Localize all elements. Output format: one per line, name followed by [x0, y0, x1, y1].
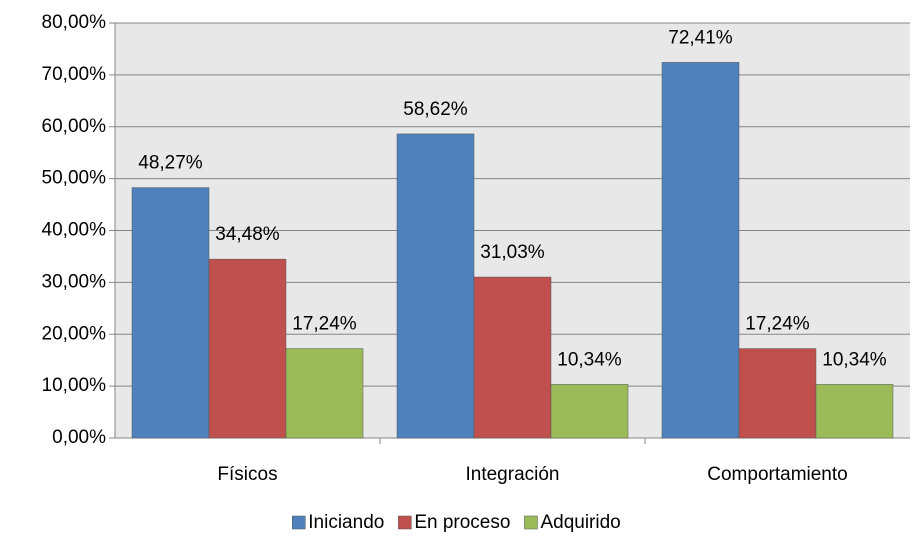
y-tick-label: 20,00% — [42, 323, 107, 344]
y-tick-label: 10,00% — [42, 375, 107, 396]
bar — [285, 348, 364, 439]
x-tick-label: Comportamiento — [707, 464, 847, 485]
legend-label: Iniciando — [308, 512, 384, 533]
bar — [131, 187, 210, 439]
bar — [550, 384, 629, 439]
bar — [473, 276, 552, 439]
data-label: 58,62% — [403, 99, 468, 120]
y-tick-label: 0,00% — [52, 427, 106, 448]
bar — [396, 133, 475, 439]
y-tick-label: 30,00% — [42, 271, 107, 292]
legend-label: En proceso — [414, 512, 510, 533]
bar — [661, 62, 740, 439]
data-label: 10,34% — [822, 349, 887, 370]
y-tick-label: 80,00% — [42, 12, 107, 33]
y-tick-label: 70,00% — [42, 64, 107, 85]
legend-swatch — [524, 515, 538, 530]
data-label: 48,27% — [138, 153, 203, 174]
legend-swatch — [292, 515, 306, 530]
y-tick-label: 60,00% — [42, 116, 107, 137]
y-tick-label: 50,00% — [42, 168, 107, 189]
data-label: 31,03% — [480, 242, 545, 263]
bar — [738, 348, 817, 439]
data-label: 72,41% — [668, 27, 733, 48]
data-label: 17,24% — [745, 314, 810, 335]
bar — [815, 384, 894, 439]
data-label: 17,24% — [292, 314, 357, 335]
x-tick-label: Integración — [465, 464, 559, 485]
data-label: 10,34% — [557, 349, 622, 370]
x-tick-label: Físicos — [217, 464, 277, 485]
data-label: 34,48% — [215, 224, 280, 245]
legend-swatch — [398, 515, 412, 530]
legend-label: Adquirido — [540, 512, 620, 533]
bar — [208, 258, 287, 439]
y-tick-label: 40,00% — [42, 220, 107, 241]
